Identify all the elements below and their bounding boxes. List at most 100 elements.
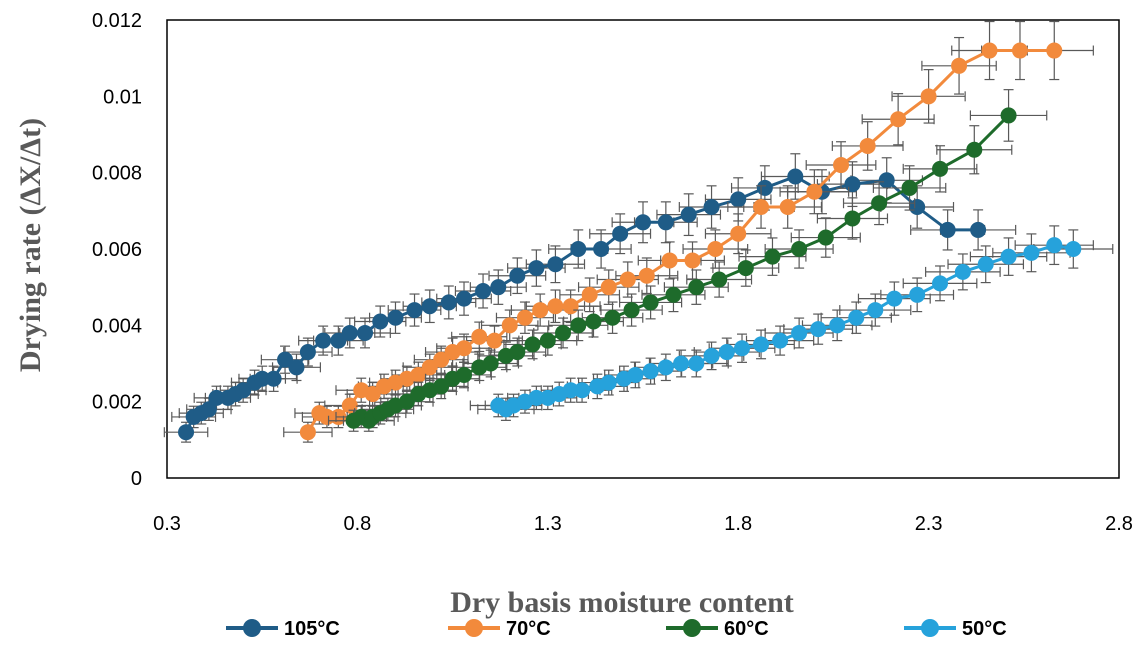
- legend-item-2: 60°C: [666, 618, 769, 640]
- data-point: [779, 199, 796, 216]
- data-point: [421, 359, 438, 376]
- data-point: [341, 324, 358, 341]
- data-point: [791, 324, 808, 341]
- data-point: [1011, 42, 1028, 59]
- data-point: [817, 229, 834, 246]
- data-point: [593, 241, 610, 257]
- data-point: [844, 210, 861, 227]
- x-tick-label: 0.3: [153, 513, 181, 535]
- data-point: [703, 347, 720, 364]
- data-point: [1000, 107, 1017, 124]
- data-point: [509, 344, 526, 361]
- data-point: [954, 263, 971, 280]
- data-point: [581, 286, 598, 303]
- data-point: [707, 241, 724, 257]
- data-point: [909, 199, 926, 216]
- data-point: [570, 317, 587, 334]
- data-point: [532, 302, 549, 319]
- x-tick-label: 1.3: [534, 513, 562, 535]
- data-point: [638, 267, 655, 284]
- data-point: [753, 199, 770, 216]
- data-point: [932, 160, 949, 177]
- data-point: [829, 317, 846, 334]
- data-point: [490, 279, 507, 296]
- data-point: [730, 225, 747, 242]
- data-point: [235, 382, 252, 399]
- data-point: [642, 294, 659, 311]
- data-point: [341, 397, 358, 414]
- legend-item-3: 50°C: [904, 618, 1007, 640]
- data-point: [673, 355, 690, 372]
- legend-label: 60°C: [724, 618, 769, 640]
- data-point: [547, 298, 564, 315]
- data-point: [372, 313, 389, 330]
- legend-item-1: 70°C: [448, 618, 551, 640]
- data-point: [486, 332, 503, 349]
- legend: 105°C 70°C 60°C 50°C: [226, 618, 1007, 640]
- data-point: [932, 275, 949, 292]
- data-point: [890, 111, 907, 128]
- x-tick-label: 0.8: [343, 513, 371, 535]
- data-point: [433, 351, 450, 368]
- data-point: [703, 199, 720, 216]
- data-point: [886, 290, 903, 307]
- legend-swatch-marker: [921, 619, 939, 637]
- data-point: [1046, 42, 1063, 59]
- data-point: [364, 386, 381, 403]
- data-point: [475, 282, 492, 299]
- data-point: [528, 260, 545, 277]
- data-point: [277, 351, 294, 368]
- data-point: [315, 332, 332, 349]
- data-point: [509, 267, 526, 284]
- data-point: [730, 191, 747, 208]
- data-point: [787, 168, 804, 185]
- data-point: [661, 252, 678, 269]
- data-point: [688, 355, 705, 372]
- data-point: [570, 241, 587, 257]
- y-axis-title: Drying rate (ΔX/Δt): [14, 118, 47, 372]
- y-tick-label: 0.002: [92, 392, 142, 414]
- legend-item-0: 105°C: [226, 618, 340, 640]
- axis-ticks: 0.3 0.8 1.3 1.8 2.3 2.8 0 0.002 0.004 0.006 0.008 0…: [92, 10, 1133, 535]
- data-point: [562, 382, 579, 399]
- data-point: [951, 57, 968, 74]
- data-point: [254, 370, 271, 387]
- legend-label: 105°C: [284, 618, 340, 640]
- data-point: [680, 206, 697, 223]
- data-point: [970, 221, 987, 238]
- legend-label: 70°C: [506, 618, 551, 640]
- data-point: [398, 393, 415, 410]
- data-point: [657, 214, 674, 231]
- series-group: [163, 20, 1114, 443]
- data-point: [387, 309, 404, 326]
- series-2: [327, 89, 1048, 432]
- data-point: [688, 279, 705, 296]
- data-point: [1000, 248, 1017, 265]
- data-point: [627, 366, 644, 383]
- y-tick-label: 0.01: [103, 86, 142, 108]
- data-point: [734, 340, 751, 357]
- data-point: [848, 309, 865, 326]
- data-point: [1065, 241, 1082, 257]
- data-point: [844, 176, 861, 193]
- data-point: [299, 344, 316, 361]
- data-point: [665, 286, 682, 303]
- data-point: [867, 302, 884, 319]
- data-point: [178, 424, 195, 441]
- data-point: [833, 157, 850, 174]
- data-point: [871, 195, 888, 212]
- data-point: [585, 313, 602, 330]
- data-point: [806, 183, 823, 200]
- data-point: [456, 290, 473, 307]
- x-axis-title: Dry basis moisture content: [450, 586, 794, 619]
- data-point: [1046, 237, 1063, 254]
- data-point: [410, 366, 427, 383]
- data-point: [265, 370, 282, 387]
- data-point: [859, 137, 876, 154]
- data-point: [909, 286, 926, 303]
- data-point: [299, 424, 316, 441]
- series-3: [469, 225, 1114, 421]
- legend-label: 50°C: [962, 618, 1007, 640]
- data-point: [330, 332, 347, 349]
- data-point: [756, 179, 773, 196]
